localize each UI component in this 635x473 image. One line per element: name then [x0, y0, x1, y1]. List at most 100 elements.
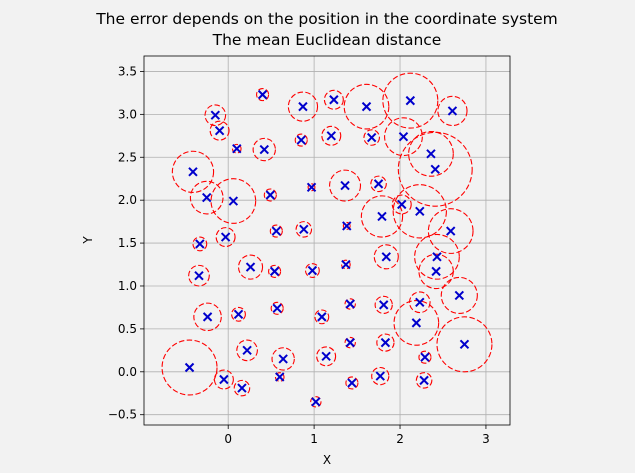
- error-circle: [408, 291, 431, 314]
- point-marker: [220, 232, 231, 242]
- point-marker: [257, 89, 268, 100]
- marker-stroke: [377, 211, 387, 222]
- point-marker: [405, 95, 416, 106]
- error-circle: [414, 233, 460, 280]
- error-circle: [192, 236, 208, 252]
- point-marker: [347, 378, 357, 388]
- error-circle: [256, 88, 270, 102]
- error-circle: [236, 339, 258, 362]
- point-marker: [361, 101, 372, 112]
- y-tick-label: 0.0: [118, 365, 137, 379]
- x-axis-label: X: [323, 453, 331, 467]
- marker-stroke: [419, 375, 429, 386]
- error-circle: [437, 95, 468, 127]
- marker-stroke: [446, 226, 456, 236]
- marker-stroke: [278, 354, 288, 364]
- chart-title: The error depends on the position in the…: [95, 10, 558, 28]
- point-marker: [188, 167, 198, 177]
- marker-stroke: [237, 383, 247, 393]
- marker-stroke: [321, 351, 331, 362]
- point-marker: [415, 206, 425, 217]
- marker-stroke: [398, 131, 409, 142]
- point-marker: [398, 131, 409, 142]
- marker-stroke: [214, 125, 225, 136]
- error-circle: [321, 125, 342, 146]
- marker-stroke: [257, 89, 268, 100]
- marker-stroke: [342, 221, 352, 231]
- marker-stroke: [232, 143, 242, 154]
- error-circle: [274, 372, 285, 382]
- error-circle: [237, 254, 264, 280]
- point-marker: [233, 309, 244, 320]
- marker-stroke: [415, 297, 425, 307]
- marker-stroke: [220, 232, 231, 242]
- error-circle: [418, 350, 432, 364]
- marker-stroke: [299, 224, 309, 235]
- marker-stroke: [242, 345, 252, 356]
- marker-stroke: [459, 339, 470, 350]
- marker-stroke: [447, 106, 458, 116]
- error-circle: [415, 372, 433, 389]
- error-circle: [345, 376, 359, 390]
- y-tick-label: 3.5: [118, 64, 137, 78]
- point-marker: [415, 297, 425, 307]
- point-marker: [345, 299, 355, 309]
- marker-stroke: [430, 164, 440, 174]
- point-marker: [194, 270, 204, 281]
- error-circle: [171, 150, 215, 194]
- marker-stroke: [361, 101, 372, 112]
- error-circle: [271, 347, 295, 371]
- plot-background: [144, 56, 510, 425]
- error-circle: [295, 221, 313, 238]
- y-axis-label: Y: [81, 236, 95, 245]
- error-circle: [329, 169, 362, 202]
- error-circle: [268, 264, 282, 278]
- point-marker: [278, 354, 288, 364]
- point-marker: [299, 224, 309, 235]
- point-marker: [380, 337, 391, 348]
- point-marker: [269, 266, 280, 277]
- y-tick-label: 1.0: [118, 279, 137, 293]
- marker-stroke: [397, 199, 407, 210]
- marker-stroke: [341, 259, 351, 270]
- point-marker: [311, 397, 321, 407]
- point-marker: [432, 252, 442, 262]
- marker-stroke: [380, 337, 391, 348]
- point-marker: [202, 192, 212, 203]
- point-marker: [375, 371, 385, 381]
- marker-stroke: [405, 95, 416, 106]
- grid: [144, 56, 510, 425]
- marker-stroke: [432, 252, 442, 262]
- point-marker: [271, 226, 282, 236]
- point-marker: [296, 135, 306, 145]
- point-marker: [377, 211, 387, 222]
- marker-stroke: [375, 371, 385, 381]
- marker-stroke: [373, 179, 384, 189]
- point-marker: [340, 180, 350, 191]
- marker-stroke: [298, 101, 308, 112]
- marker-stroke: [275, 372, 285, 382]
- marker-stroke: [340, 180, 350, 191]
- point-marker: [184, 362, 195, 373]
- error-circle: [376, 333, 395, 352]
- marker-stroke: [307, 265, 318, 276]
- point-marker: [245, 262, 256, 272]
- error-circle: [360, 195, 404, 238]
- error-circle: [397, 131, 473, 207]
- point-marker: [431, 266, 441, 277]
- point-marker: [411, 318, 422, 328]
- error-circle: [341, 259, 351, 270]
- point-marker: [459, 339, 470, 350]
- chart-subtitle: The mean Euclidean distance: [212, 31, 442, 49]
- marker-stroke: [195, 239, 205, 249]
- marker-stroke: [345, 337, 355, 348]
- point-marker: [447, 106, 458, 116]
- marker-stroke: [188, 167, 198, 177]
- marker-stroke: [219, 374, 229, 385]
- point-marker: [265, 190, 276, 200]
- error-circle: [231, 306, 246, 322]
- marker-stroke: [381, 252, 391, 262]
- marker-stroke: [272, 303, 282, 314]
- error-circle: [343, 83, 390, 130]
- point-marker: [210, 110, 221, 120]
